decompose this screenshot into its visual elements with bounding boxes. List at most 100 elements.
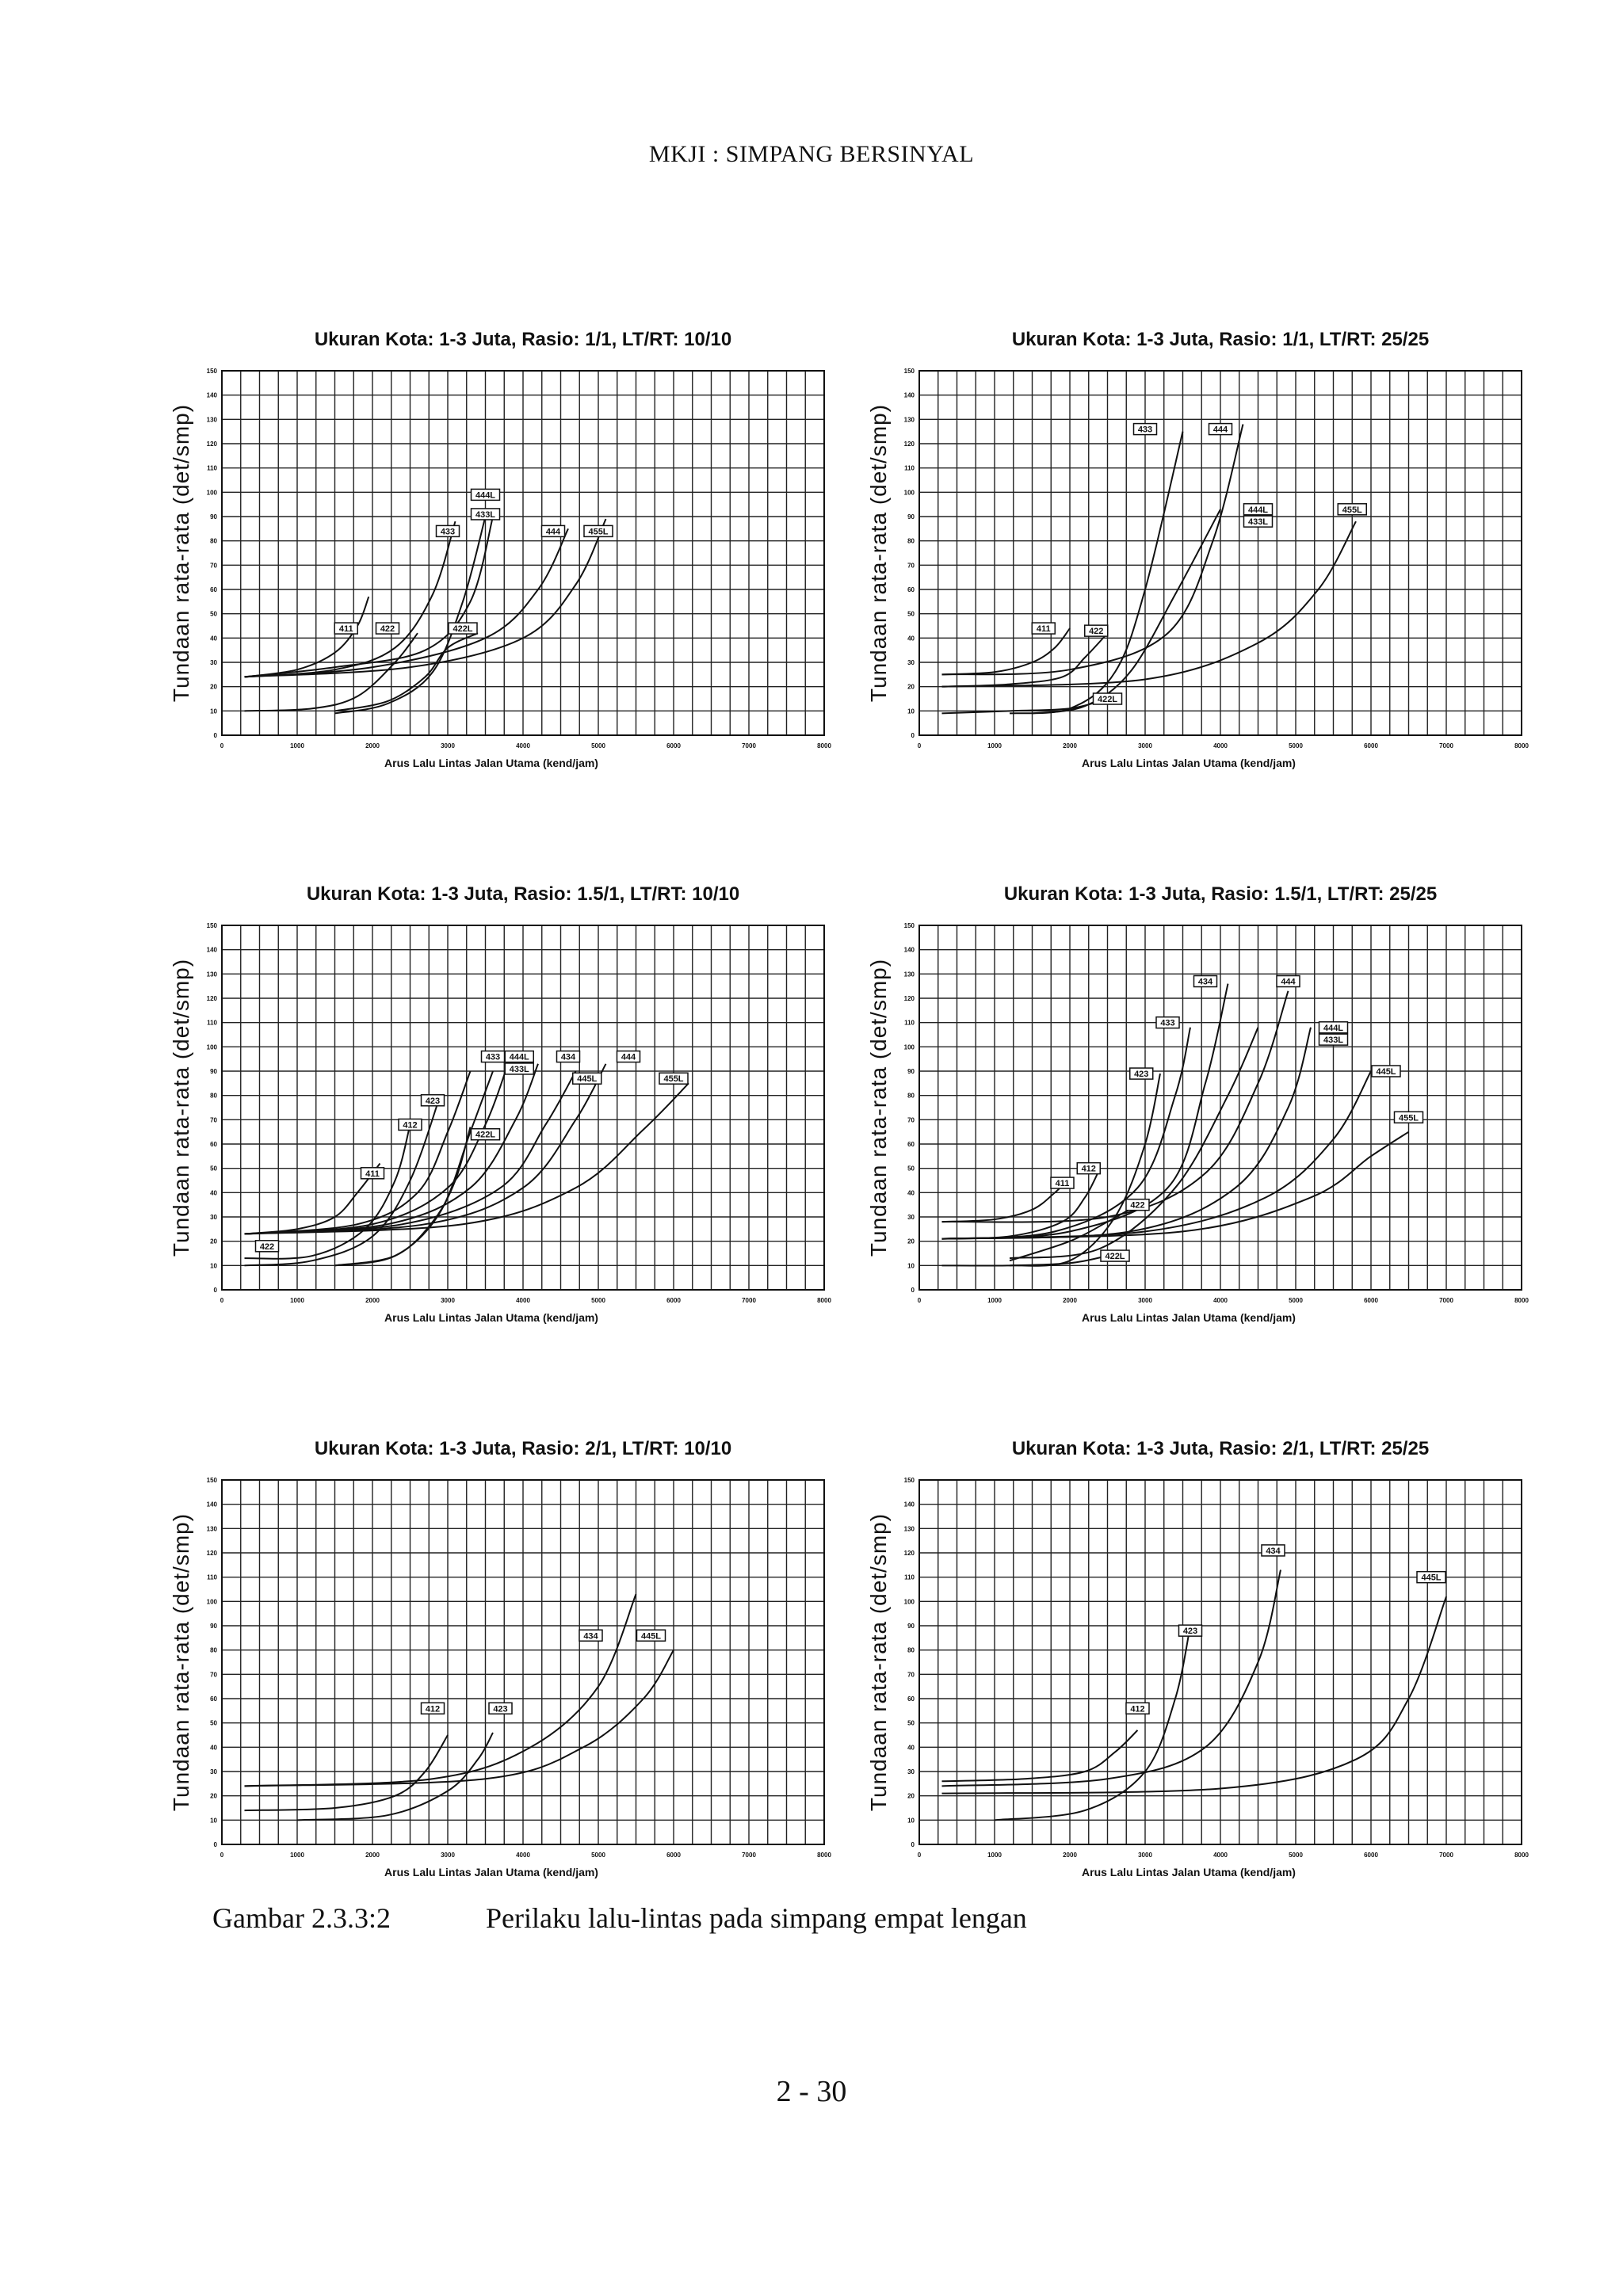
tag-label: 445L (641, 1631, 661, 1641)
y-tick-label: 30 (907, 659, 915, 666)
tag-label: 423 (1183, 1627, 1197, 1636)
x-tick-label: 0 (918, 1297, 922, 1304)
x-tick-label: 6000 (666, 742, 681, 749)
x-tick-label: 0 (220, 1852, 224, 1859)
tag-box (1243, 503, 1274, 516)
y-tick-label: 30 (210, 1214, 217, 1221)
y-tick-label: 60 (210, 1695, 217, 1703)
grid (918, 1479, 1522, 1845)
grid (918, 925, 1522, 1291)
tag-label: 434 (1198, 978, 1213, 987)
tag-box (1371, 1065, 1401, 1077)
y-tick-label: 30 (210, 1768, 217, 1775)
tag-box (435, 524, 460, 538)
x-tick-label: 2000 (1063, 1852, 1077, 1859)
y-tick-label: 0 (911, 732, 915, 739)
x-tick-label: 7000 (742, 1852, 756, 1859)
x-tick-label: 2000 (365, 742, 380, 749)
series-line-444 (244, 528, 569, 678)
y-tick-label: 60 (907, 1141, 915, 1148)
y-tick-label: 130 (904, 971, 915, 978)
y-tick-label: 10 (210, 1817, 217, 1824)
tag-box (334, 622, 358, 635)
x-tick-label: 4000 (516, 742, 530, 749)
series-line-433 (941, 1027, 1191, 1240)
tag-label: 455L (588, 527, 608, 536)
series-line-455L (941, 521, 1357, 688)
curve-tag-422L: 422L (470, 1127, 501, 1141)
tag-label: 444L (475, 490, 495, 500)
chart-svg: Ukuran Kota: 1-3 Juta, Rasio: 2/1, LT/RT… (866, 1438, 1529, 1878)
curve-tag-444L: 444L (470, 488, 501, 502)
chart-svg: Ukuran Kota: 1-3 Juta, Rasio: 1/1, LT/RT… (169, 329, 831, 769)
y-tick-label: 70 (907, 562, 915, 569)
curve-tag-444: 444 (540, 524, 566, 538)
x-tick-label: 8000 (1514, 1852, 1529, 1859)
y-tick-label: 50 (907, 1720, 915, 1727)
tag-box (1243, 515, 1274, 528)
x-tick-label: 0 (918, 1852, 922, 1859)
page-number: 2 - 30 (776, 2075, 847, 2108)
y-tick-label: 10 (907, 1262, 915, 1269)
series-line-412 (244, 1124, 411, 1260)
series-line-412 (941, 1168, 1101, 1240)
curve-tag-445L: 445L (636, 1629, 666, 1642)
series-line-433L (1009, 1027, 1259, 1260)
curve-tag-411: 411 (360, 1167, 385, 1180)
curve-tag-433L: 433L (504, 1062, 534, 1075)
series-line-433L (334, 516, 487, 715)
y-tick-label: 60 (210, 1141, 217, 1148)
series-line-444 (244, 1063, 607, 1235)
series-line-411 (941, 627, 1071, 676)
plot-frame (918, 370, 1522, 736)
y-tick-label: 30 (210, 659, 217, 666)
curve-tag-444L: 444L (1243, 503, 1274, 516)
tag-label: 433 (441, 527, 455, 536)
y-tick-label: 10 (907, 1817, 915, 1824)
y-tick-label: 90 (210, 513, 217, 521)
series-line-412 (244, 1734, 449, 1812)
tag-box (470, 1127, 501, 1141)
y-tick-label: 150 (207, 1477, 218, 1484)
y-tick-label: 20 (210, 1238, 217, 1245)
x-tick-label: 1000 (290, 1852, 304, 1859)
curve-tag-444: 444 (1208, 422, 1233, 436)
tag-box (504, 1050, 534, 1063)
y-axis-label: Tundaan rata-rata (det/smp) (866, 1513, 891, 1811)
tag-box (1178, 1624, 1203, 1637)
tag-label: 445L (1421, 1573, 1441, 1583)
series-line-422L (941, 1255, 1108, 1267)
tag-label: 433 (486, 1053, 500, 1062)
tag-label: 455L (1342, 505, 1362, 515)
y-tick-label: 70 (210, 1116, 217, 1123)
y-tick-label: 150 (207, 368, 218, 375)
y-tick-label: 90 (210, 1068, 217, 1075)
y-tick-label: 120 (207, 995, 218, 1002)
series-line-423 (1009, 1073, 1161, 1267)
tag-box (636, 1629, 666, 1642)
y-tick-label: 50 (210, 1165, 217, 1173)
tag-label: 433 (1138, 425, 1152, 435)
tag-label: 423 (493, 1704, 507, 1714)
tag-box (572, 1072, 602, 1085)
series-line-423 (244, 1095, 441, 1267)
tag-box (360, 1167, 385, 1180)
x-tick-label: 8000 (817, 742, 831, 749)
tag-box (1261, 1544, 1285, 1557)
y-tick-label: 110 (207, 1020, 217, 1027)
chart-title: Ukuran Kota: 1-3 Juta, Rasio: 1/1, LT/RT… (315, 329, 731, 350)
curve-tag-455L: 455L (659, 1072, 689, 1085)
chart-1: Ukuran Kota: 1-3 Juta, Rasio: 1/1, LT/RT… (158, 317, 856, 808)
chart-svg: Ukuran Kota: 1-3 Juta, Rasio: 1.5/1, LT/… (169, 883, 831, 1324)
tag-label: 433L (1323, 1035, 1343, 1045)
y-tick-label: 40 (907, 1189, 915, 1196)
grid (221, 925, 825, 1291)
tag-box (1050, 1177, 1075, 1189)
tag-label: 445L (1376, 1067, 1396, 1077)
curve-tag-455L: 455L (1337, 503, 1367, 516)
tag-box (1208, 422, 1233, 436)
tag-label: 444 (546, 527, 561, 536)
y-tick-label: 120 (207, 441, 218, 448)
y-axis-label: Tundaan rata-rata (det/smp) (169, 959, 193, 1257)
y-tick-label: 100 (904, 1043, 915, 1051)
